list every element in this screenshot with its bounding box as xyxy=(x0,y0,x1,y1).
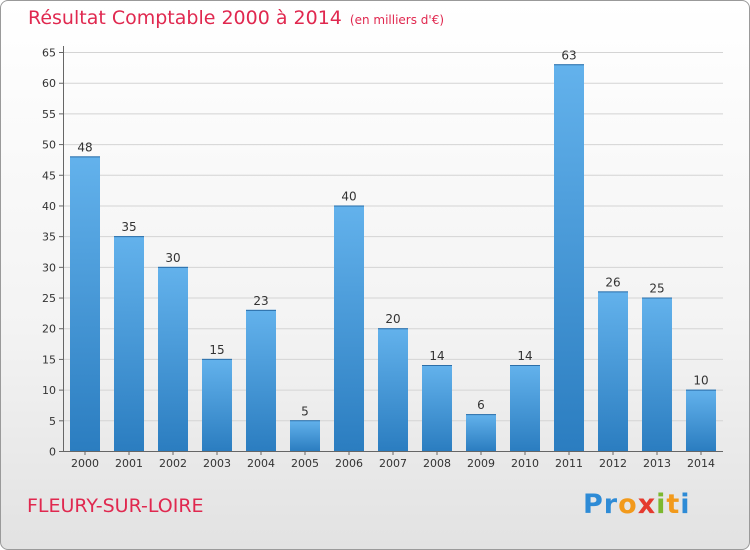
data-label: 26 xyxy=(605,275,620,289)
x-tick-label: 2014 xyxy=(687,457,715,470)
x-tick-label: 2000 xyxy=(71,457,99,470)
data-label: 14 xyxy=(429,349,444,363)
data-label: 6 xyxy=(477,398,485,412)
data-label: 10 xyxy=(693,374,708,388)
town-name: FLEURY-SUR-LOIRE xyxy=(27,495,204,517)
bar-2003 xyxy=(202,358,232,451)
bar-2006 xyxy=(334,205,364,451)
x-tick-label: 2007 xyxy=(379,457,407,470)
data-label: 30 xyxy=(165,251,180,265)
y-tick-label: 55 xyxy=(42,108,56,121)
data-label: 15 xyxy=(209,343,224,357)
y-tick-label: 10 xyxy=(42,384,56,397)
bar-2010 xyxy=(510,365,540,451)
data-label: 35 xyxy=(121,220,136,234)
data-label: 14 xyxy=(517,349,532,363)
y-tick-label: 35 xyxy=(42,231,56,244)
x-tick-label: 2009 xyxy=(467,457,495,470)
logo-letter: x xyxy=(637,489,657,520)
data-label: 63 xyxy=(561,48,576,62)
bar-2005 xyxy=(290,420,320,451)
bar-2014 xyxy=(686,389,716,451)
y-tick-label: 15 xyxy=(42,353,56,366)
x-tick-label: 2003 xyxy=(203,457,231,470)
x-tick-label: 2011 xyxy=(555,457,583,470)
bar-2007 xyxy=(378,328,408,451)
data-label: 20 xyxy=(385,312,400,326)
logo-letter: t xyxy=(666,489,681,520)
x-tick-label: 2006 xyxy=(335,457,363,470)
x-tick-label: 2002 xyxy=(159,457,187,470)
bar-2008 xyxy=(422,365,452,451)
bar-2002 xyxy=(158,266,188,451)
logo-letter: r xyxy=(603,489,619,520)
bar-2004 xyxy=(246,309,276,451)
chart-title: Résultat Comptable 2000 à 2014 (en millie… xyxy=(28,7,444,29)
data-label: 40 xyxy=(341,189,356,203)
chart-unit: (en milliers d'€) xyxy=(349,13,445,27)
chart-title-text: Résultat Comptable 2000 à 2014 xyxy=(28,7,342,29)
y-tick-label: 30 xyxy=(42,261,56,274)
data-label: 25 xyxy=(649,282,664,296)
x-tick-label: 2010 xyxy=(511,457,539,470)
y-tick-label: 25 xyxy=(42,292,56,305)
logo-letter: P xyxy=(583,489,604,520)
y-tick-label: 60 xyxy=(42,77,56,90)
bar-2001 xyxy=(114,236,144,451)
logo-letter: o xyxy=(618,489,638,520)
x-tick-label: 2008 xyxy=(423,457,451,470)
bar-2009 xyxy=(466,414,496,451)
y-tick-label: 20 xyxy=(42,323,56,336)
y-tick-label: 65 xyxy=(42,47,56,60)
bar-2000 xyxy=(70,156,100,451)
proxiti-logo: Proxiti xyxy=(583,489,691,520)
bar-2013 xyxy=(642,297,672,451)
x-tick-label: 2013 xyxy=(643,457,671,470)
y-tick-label: 5 xyxy=(49,415,56,428)
y-tick-label: 0 xyxy=(49,446,56,459)
x-tick-label: 2004 xyxy=(247,457,275,470)
y-tick-label: 50 xyxy=(42,139,56,152)
data-label: 23 xyxy=(253,294,268,308)
bar-2012 xyxy=(598,291,628,451)
bar-2011 xyxy=(554,64,584,452)
data-label: 5 xyxy=(301,404,309,418)
y-tick-label: 45 xyxy=(42,169,56,182)
logo-letter: i xyxy=(680,489,691,520)
logo-letter: i xyxy=(656,489,667,520)
x-tick-label: 2005 xyxy=(291,457,319,470)
data-label: 48 xyxy=(77,140,92,154)
x-tick-label: 2001 xyxy=(115,457,143,470)
x-tick-label: 2012 xyxy=(599,457,627,470)
y-tick-label: 40 xyxy=(42,200,56,213)
